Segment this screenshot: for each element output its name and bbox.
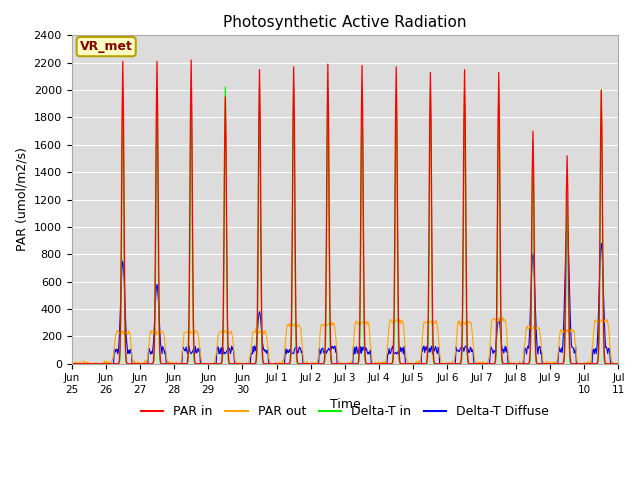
Delta-T Diffuse (513, 361, 521, 367)
PAR in (461, 119, 469, 125)
Delta-T in (76, 361, 84, 367)
Delta-T Diffuse (339, 361, 346, 367)
Delta-T Diffuse (461, 343, 469, 349)
Delta-T Diffuse (614, 361, 622, 367)
Text: VR_met: VR_met (80, 40, 132, 53)
Delta-T Diffuse (188, 350, 196, 356)
Delta-T in (614, 361, 622, 367)
Delta-T in (188, 84, 195, 90)
PAR out (513, 361, 521, 367)
X-axis label: Time: Time (330, 398, 360, 411)
PAR in (188, 57, 195, 63)
Delta-T Diffuse (76, 361, 84, 367)
Delta-T in (143, 361, 150, 367)
PAR in (189, 222, 196, 228)
Delta-T in (513, 361, 521, 367)
PAR in (513, 361, 521, 367)
Line: Delta-T in: Delta-T in (72, 87, 618, 364)
PAR out (143, 360, 150, 365)
PAR out (188, 330, 196, 336)
Delta-T in (189, 261, 196, 267)
PAR out (461, 320, 468, 326)
Delta-T Diffuse (563, 221, 571, 227)
Line: PAR out: PAR out (72, 318, 618, 364)
Delta-T Diffuse (143, 361, 150, 367)
PAR in (76, 361, 84, 367)
Y-axis label: PAR (umol/m2/s): PAR (umol/m2/s) (15, 147, 28, 252)
Title: Photosynthetic Active Radiation: Photosynthetic Active Radiation (223, 15, 467, 30)
Line: PAR in: PAR in (72, 60, 618, 364)
Legend: PAR in, PAR out, Delta-T in, Delta-T Diffuse: PAR in, PAR out, Delta-T in, Delta-T Dif… (136, 400, 554, 423)
Delta-T Diffuse (68, 361, 76, 367)
Delta-T Diffuse (530, 257, 538, 263)
PAR in (530, 169, 538, 175)
PAR out (76, 359, 84, 365)
PAR in (68, 361, 76, 367)
PAR out (530, 324, 538, 330)
PAR in (143, 361, 150, 367)
Delta-T in (68, 361, 76, 367)
Delta-T in (530, 188, 538, 194)
Line: Delta-T Diffuse: Delta-T Diffuse (72, 224, 618, 364)
Delta-T in (461, 150, 469, 156)
PAR in (614, 361, 622, 367)
PAR out (614, 361, 622, 367)
PAR out (68, 361, 76, 367)
PAR out (499, 315, 507, 321)
